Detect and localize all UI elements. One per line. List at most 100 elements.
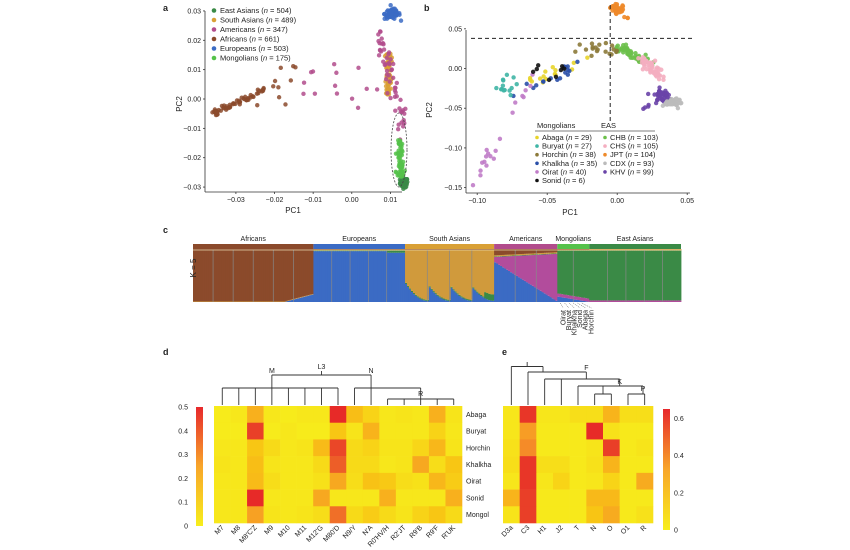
point-africans [213, 110, 219, 116]
legend-entry: Oirat (n = 40) [542, 167, 587, 176]
admixture-segment [490, 249, 493, 250]
admixture-segment [605, 250, 608, 301]
admixture-segment [355, 251, 358, 302]
admixture-segment [321, 250, 324, 252]
admixture-segment [486, 299, 489, 302]
admixture-segment [365, 250, 368, 252]
point-horchin [577, 42, 582, 47]
admixture-segment [525, 253, 529, 255]
admixture-segment [407, 286, 410, 302]
admixture-segment [361, 250, 364, 252]
heatmap-cell [603, 456, 620, 474]
admixture-segment [539, 290, 542, 302]
admixture-segment [577, 249, 580, 250]
heatmap-cell [313, 472, 331, 490]
heatmap-cell [603, 506, 620, 524]
admixture-segment [629, 300, 632, 302]
admixture-segment [403, 250, 406, 253]
point-chb [625, 51, 630, 56]
admixture-segment [595, 300, 598, 302]
heatmap-cell [636, 422, 654, 440]
point-africans [278, 65, 283, 71]
admixture-segment [287, 249, 290, 301]
admixture-segment [500, 256, 503, 257]
admixture-segment [551, 249, 554, 253]
legend-marker [603, 144, 607, 148]
heatmap-cell [280, 506, 297, 524]
heatmap-cell [379, 506, 397, 524]
admixture-segment [375, 250, 378, 252]
heatmap-col-label: N'A [362, 524, 375, 537]
heatmap-cell [247, 472, 264, 490]
admixture-segment [593, 250, 596, 301]
admixture-segment [193, 249, 196, 302]
admixture-segment [333, 251, 336, 302]
admixture-segment [436, 249, 440, 250]
point-khv [646, 102, 651, 108]
heatmap-cell [395, 489, 413, 507]
admixture-segment [621, 250, 624, 301]
admixture-segment [527, 255, 531, 284]
admixture-segment [482, 249, 485, 297]
heatmap-row-label: Mongol [466, 512, 489, 519]
admixture-segment [494, 249, 497, 256]
admixture-segment [500, 265, 503, 302]
point-horchin [614, 48, 620, 53]
heatmap-cell [313, 489, 331, 507]
admixture-segment [257, 249, 260, 302]
admixture-segment [271, 301, 274, 302]
admixture-segment [583, 249, 586, 250]
admixture-segment [265, 301, 268, 302]
legend-entry: CHB (n = 103) [610, 133, 659, 142]
legend-group-eas: EAS [601, 121, 616, 130]
admixture-segment [379, 250, 382, 252]
admixture-segment [251, 301, 254, 302]
admixture-segment [410, 290, 414, 293]
heatmap-cell [636, 439, 654, 457]
admixture-segment [217, 301, 220, 302]
admixture-segment [361, 251, 364, 302]
heatmap-cell [263, 456, 281, 474]
point-khalkha [575, 59, 580, 65]
admixture-segment [301, 249, 304, 297]
admixture-segment [537, 249, 540, 254]
heatmap-cell [553, 456, 570, 474]
heatmap-cell [428, 406, 446, 424]
heatmap-cell [230, 472, 248, 490]
point-americans [381, 47, 387, 52]
point-horchin [607, 51, 612, 56]
admixture-segment [551, 253, 554, 255]
admixture-segment [529, 253, 533, 255]
admixture-segment [525, 249, 529, 254]
admixture-segment [259, 301, 262, 302]
admixture-segment [571, 299, 574, 302]
admixture-segment [579, 300, 582, 302]
heatmap-cell [362, 406, 380, 424]
admixture-segment [563, 249, 566, 250]
admixture-segment [307, 295, 310, 302]
point-americans [390, 75, 396, 81]
pca-b-ytick-label: 0.00 [448, 66, 462, 73]
point-cdx [663, 101, 668, 107]
admixture-segment [259, 249, 262, 302]
admixture-segment [410, 249, 414, 250]
admixture-segment [549, 297, 552, 302]
admixture-segment [633, 300, 636, 302]
admixture-segment [339, 250, 342, 252]
admixture-segment [211, 301, 214, 302]
admixture-segment [333, 249, 336, 250]
admixture-segment [458, 294, 461, 296]
admixture-segment [241, 301, 244, 302]
admixture-segment [365, 249, 368, 250]
admixture-segment [293, 249, 296, 299]
admixture-segment [663, 300, 666, 302]
admixture-segment [452, 290, 455, 302]
point-africans [272, 78, 278, 84]
heatmap-cell [619, 472, 637, 490]
admixture-segment [647, 300, 650, 302]
legend-marker [535, 144, 539, 148]
admixture-segment [583, 250, 586, 298]
mongolian-subgroup-label: Khalkha [572, 310, 579, 335]
admixture-segment [500, 255, 503, 257]
heatmap-cell [553, 406, 570, 424]
